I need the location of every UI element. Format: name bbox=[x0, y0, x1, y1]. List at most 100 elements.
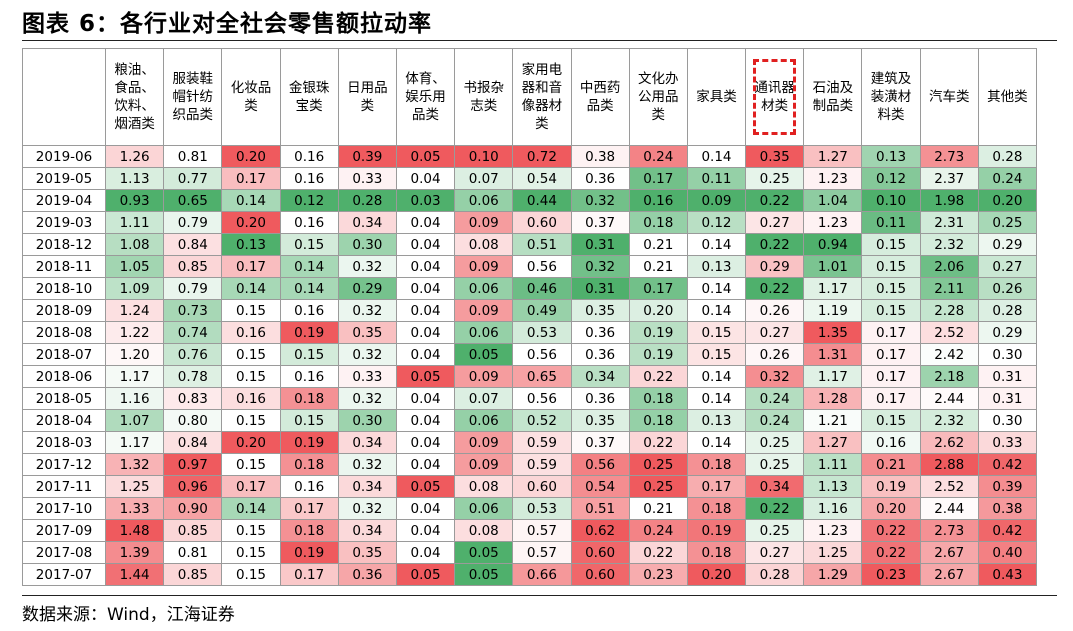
heat-cell: 0.29 bbox=[977, 233, 1038, 256]
heat-cell: 0.28 bbox=[745, 563, 805, 586]
heat-cell: 0.15 bbox=[861, 255, 921, 278]
heat-cell: 0.34 bbox=[337, 475, 397, 498]
table-row: 2019-03 1.11 0.79 0.20 0.16 0.34 0.04 0.09 0.60 0… bbox=[22, 211, 1038, 234]
heat-cell: 0.30 bbox=[977, 409, 1038, 432]
heat-cell: 1.25 bbox=[803, 541, 863, 564]
heat-cell: 0.28 bbox=[977, 299, 1038, 322]
heat-cell: 0.32 bbox=[745, 365, 805, 388]
heat-cell: 0.90 bbox=[163, 497, 223, 520]
heat-cell: 0.14 bbox=[221, 277, 281, 300]
column-header: 金银珠 宝类 bbox=[279, 48, 339, 146]
heat-cell: 1.22 bbox=[104, 321, 165, 344]
heat-cell: 0.38 bbox=[977, 497, 1038, 520]
heat-cell: 0.85 bbox=[163, 255, 223, 278]
heat-cell: 0.15 bbox=[221, 299, 281, 322]
heat-cell: 0.12 bbox=[279, 189, 339, 212]
column-header-label: 家用电 器和音 像器材类 bbox=[521, 62, 563, 132]
heat-cell: 0.25 bbox=[745, 453, 805, 476]
heat-cell: 1.13 bbox=[803, 475, 863, 498]
heat-cell: 0.22 bbox=[628, 541, 688, 564]
heat-cell: 1.08 bbox=[104, 233, 165, 256]
source-note: 数据来源：Wind，江海证券 bbox=[22, 605, 235, 625]
heat-cell: 0.84 bbox=[163, 233, 223, 256]
heat-cell: 0.17 bbox=[628, 277, 688, 300]
table-row: 2018-07 1.20 0.76 0.15 0.15 0.32 0.04 0.05 0.56 0… bbox=[22, 343, 1038, 366]
heat-cell: 0.33 bbox=[337, 365, 397, 388]
heat-cell: 1.17 bbox=[803, 277, 863, 300]
heat-cell: 0.74 bbox=[163, 321, 223, 344]
heat-cell: 0.31 bbox=[570, 277, 630, 300]
heat-cell: 1.28 bbox=[803, 387, 863, 410]
heat-cell: 0.14 bbox=[686, 277, 747, 300]
heat-cell: 0.16 bbox=[279, 211, 339, 234]
heat-cell: 0.09 bbox=[454, 255, 514, 278]
heat-cell: 0.35 bbox=[745, 145, 805, 168]
heat-cell: 0.32 bbox=[337, 343, 397, 366]
heat-cell: 1.24 bbox=[104, 299, 165, 322]
heat-cell: 0.15 bbox=[221, 409, 281, 432]
column-header-label: 石油及 制品类 bbox=[812, 80, 854, 114]
heat-cell: 0.18 bbox=[628, 409, 688, 432]
heat-cell: 1.27 bbox=[803, 431, 863, 454]
heat-cell: 0.25 bbox=[745, 431, 805, 454]
heat-cell: 0.23 bbox=[628, 563, 688, 586]
heat-cell: 0.06 bbox=[454, 497, 514, 520]
heat-cell: 0.08 bbox=[454, 475, 514, 498]
heat-cell: 1.16 bbox=[104, 387, 165, 410]
heat-cell: 0.42 bbox=[977, 453, 1038, 476]
heat-cell: 0.79 bbox=[163, 277, 223, 300]
heat-cell: 0.12 bbox=[686, 211, 747, 234]
heat-cell: 0.77 bbox=[163, 167, 223, 190]
heat-cell: 0.20 bbox=[221, 431, 281, 454]
row-date: 2019-03 bbox=[22, 211, 106, 234]
heat-cell: 0.60 bbox=[512, 211, 572, 234]
row-date: 2017-08 bbox=[22, 541, 106, 564]
heat-cell: 0.18 bbox=[279, 453, 339, 476]
heat-cell: 1.29 bbox=[803, 563, 863, 586]
heat-cell: 0.25 bbox=[745, 519, 805, 542]
heat-cell: 0.04 bbox=[395, 211, 456, 234]
heat-cell: 0.35 bbox=[337, 541, 397, 564]
heat-cell: 0.25 bbox=[745, 167, 805, 190]
heat-cell: 0.15 bbox=[221, 453, 281, 476]
heat-cell: 0.04 bbox=[395, 343, 456, 366]
heat-cell: 0.30 bbox=[337, 409, 397, 432]
heat-cell: 0.14 bbox=[686, 233, 747, 256]
heat-cell: 0.19 bbox=[686, 519, 747, 542]
row-date: 2018-11 bbox=[22, 255, 106, 278]
heat-cell: 0.96 bbox=[163, 475, 223, 498]
column-header: 化妆品类 bbox=[221, 48, 281, 146]
heat-cell: 0.15 bbox=[221, 365, 281, 388]
table-row: 2017-07 1.44 0.85 0.15 0.17 0.36 0.05 0.05 0.66 0… bbox=[22, 563, 1038, 586]
heat-cell: 0.15 bbox=[221, 343, 281, 366]
heat-cell: 0.21 bbox=[628, 233, 688, 256]
heat-cell: 0.25 bbox=[628, 475, 688, 498]
column-header-label: 金银珠 宝类 bbox=[288, 80, 330, 114]
heat-cell: 0.32 bbox=[337, 453, 397, 476]
heat-cell: 0.16 bbox=[628, 189, 688, 212]
heat-cell: 0.27 bbox=[977, 255, 1038, 278]
heat-cell: 0.51 bbox=[570, 497, 630, 520]
heat-cell: 0.05 bbox=[395, 145, 456, 168]
table-row: 2018-06 1.17 0.78 0.15 0.16 0.33 0.05 0.09 0.65 0… bbox=[22, 365, 1038, 388]
heat-cell: 0.38 bbox=[570, 145, 630, 168]
heat-cell: 0.27 bbox=[745, 541, 805, 564]
heat-cell: 0.22 bbox=[628, 365, 688, 388]
heat-cell: 0.09 bbox=[454, 211, 514, 234]
table-row: 2019-05 1.13 0.77 0.17 0.16 0.33 0.04 0.07 0.54 0… bbox=[22, 167, 1038, 190]
heat-cell: 0.81 bbox=[163, 541, 223, 564]
row-date: 2017-09 bbox=[22, 519, 106, 542]
heat-cell: 0.28 bbox=[977, 145, 1038, 168]
row-date: 2018-10 bbox=[22, 277, 106, 300]
heat-cell: 0.26 bbox=[745, 299, 805, 322]
heat-cell: 1.23 bbox=[803, 211, 863, 234]
heat-cell: 0.60 bbox=[512, 475, 572, 498]
heat-cell: 0.05 bbox=[454, 541, 514, 564]
source-divider bbox=[22, 595, 1057, 596]
heat-cell: 0.14 bbox=[221, 189, 281, 212]
heat-cell: 0.18 bbox=[279, 519, 339, 542]
table-row: 2018-11 1.05 0.85 0.17 0.14 0.32 0.04 0.09 0.56 0… bbox=[22, 255, 1038, 278]
row-date: 2017-11 bbox=[22, 475, 106, 498]
heat-cell: 0.15 bbox=[221, 563, 281, 586]
heat-cell: 0.40 bbox=[977, 541, 1038, 564]
